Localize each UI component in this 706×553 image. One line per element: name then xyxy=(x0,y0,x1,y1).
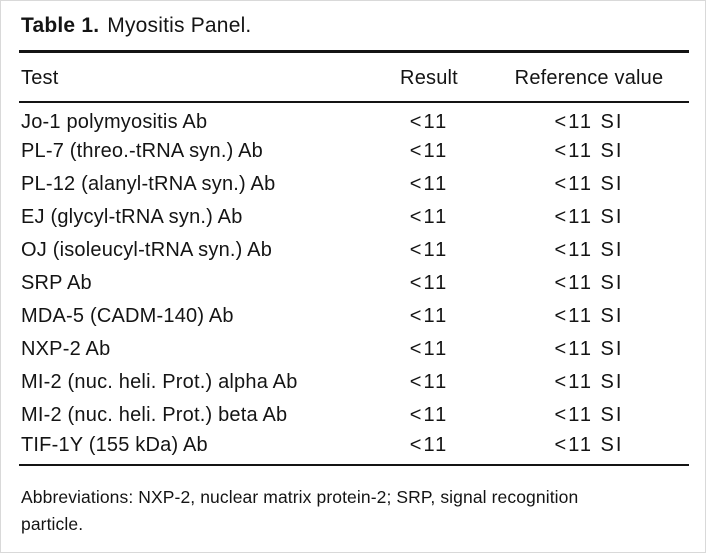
table-row: TIF-1Y (155 kDa) Ab <11 <11 SI xyxy=(19,432,689,465)
test-cell: PL-12 (alanyl-tRNA syn.) Ab xyxy=(21,173,276,195)
reference-cell: <11 SI xyxy=(554,239,624,261)
myositis-panel-table: Test Result Reference value Jo-1 polymyo… xyxy=(19,50,689,466)
result-cell: <11 xyxy=(409,239,449,261)
result-cell: <11 xyxy=(409,173,449,195)
test-cell: EJ (glycyl-tRNA syn.) Ab xyxy=(21,206,243,228)
column-header-result: Result xyxy=(369,51,489,103)
column-header-test: Test xyxy=(19,51,369,103)
table-header: Test Result Reference value xyxy=(19,51,689,103)
reference-cell: <11 SI xyxy=(554,305,624,327)
test-cell: MDA-5 (CADM-140) Ab xyxy=(21,305,234,327)
table-row: MDA-5 (CADM-140) Ab <11 <11 SI xyxy=(19,300,689,333)
reference-cell: <11 SI xyxy=(554,371,624,393)
table-title-label: Table 1. xyxy=(21,14,100,37)
reference-cell: <11 SI xyxy=(554,338,624,360)
table-row: MI-2 (nuc. heli. Prot.) beta Ab <11 <11 … xyxy=(19,399,689,432)
result-cell: <11 xyxy=(409,140,449,162)
reference-cell: <11 SI xyxy=(554,173,624,195)
reference-cell: <11 SI xyxy=(554,206,624,228)
test-cell: SRP Ab xyxy=(21,272,92,294)
reference-cell: <11 SI xyxy=(554,404,624,426)
result-cell: <11 xyxy=(409,110,449,133)
abbreviations-footnote: Abbreviations: NXP-2, nuclear matrix pro… xyxy=(21,487,579,534)
table-title: Table 1. Myositis Panel. xyxy=(21,12,687,39)
table-body: Jo-1 polymyositis Ab <11 <11 SI PL-7 (th… xyxy=(19,102,689,465)
table-row: Jo-1 polymyositis Ab <11 <11 SI xyxy=(19,102,689,135)
reference-cell: <11 SI xyxy=(554,272,624,294)
reference-cell: <11 SI xyxy=(554,140,624,162)
table-title-caption: Myositis Panel. xyxy=(107,14,252,37)
test-cell: Jo-1 polymyositis Ab xyxy=(21,110,208,133)
result-cell: <11 xyxy=(409,272,449,294)
column-header-reference: Reference value xyxy=(489,51,689,103)
header-row: Test Result Reference value xyxy=(19,51,689,103)
table-row: PL-12 (alanyl-tRNA syn.) Ab <11 <11 SI xyxy=(19,168,689,201)
table-row: EJ (glycyl-tRNA syn.) Ab <11 <11 SI xyxy=(19,201,689,234)
result-cell: <11 xyxy=(409,338,449,360)
table-row: OJ (isoleucyl-tRNA syn.) Ab <11 <11 SI xyxy=(19,234,689,267)
result-cell: <11 xyxy=(409,206,449,228)
result-cell: <11 xyxy=(409,305,449,327)
table-row: PL-7 (threo.-tRNA syn.) Ab <11 <11 SI xyxy=(19,135,689,168)
table-row: MI-2 (nuc. heli. Prot.) alpha Ab <11 <11… xyxy=(19,366,689,399)
reference-cell: <11 SI xyxy=(554,434,624,456)
result-cell: <11 xyxy=(409,404,449,426)
test-cell: OJ (isoleucyl-tRNA syn.) Ab xyxy=(21,239,273,261)
test-cell: PL-7 (threo.-tRNA syn.) Ab xyxy=(21,140,263,162)
test-cell: MI-2 (nuc. heli. Prot.) beta Ab xyxy=(21,404,288,426)
result-cell: <11 xyxy=(409,434,449,456)
table-row: NXP-2 Ab <11 <11 SI xyxy=(19,333,689,366)
result-cell: <11 xyxy=(409,371,449,393)
reference-cell: <11 SI xyxy=(554,110,624,133)
table-row: SRP Ab <11 <11 SI xyxy=(19,267,689,300)
test-cell: TIF-1Y (155 kDa) Ab xyxy=(21,434,208,456)
test-cell: NXP-2 Ab xyxy=(21,338,111,360)
test-cell: MI-2 (nuc. heli. Prot.) alpha Ab xyxy=(21,371,298,393)
